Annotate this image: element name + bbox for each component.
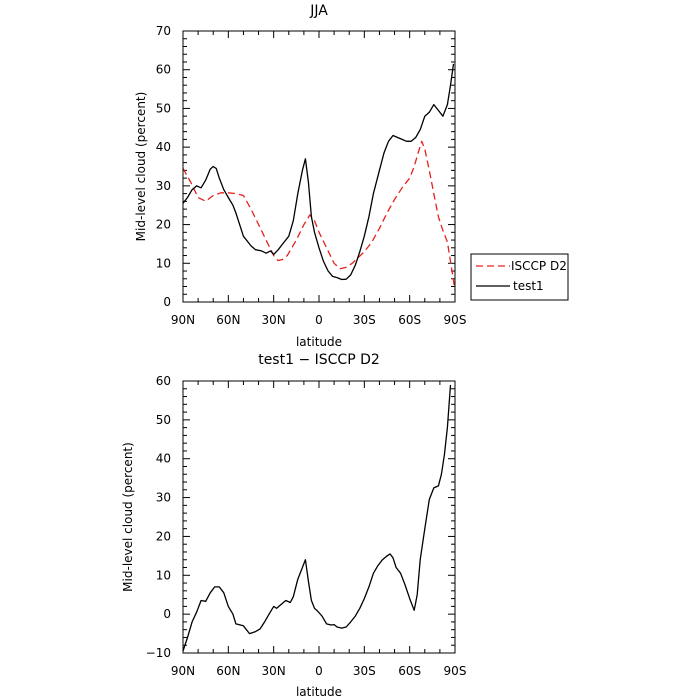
y-axis-label: Mid-level cloud (percent): [121, 442, 135, 592]
y-tick-label: 60: [156, 63, 171, 77]
x-tick-labels: 90N 60N 30N 0 30S 60S 90S: [171, 664, 467, 678]
x-tick-label: 90N: [171, 664, 195, 678]
y-tick-label: 10: [156, 568, 171, 582]
x-axis-label: latitude: [296, 685, 342, 699]
x-tick-label: 60S: [398, 664, 421, 678]
chart-title: test1 − ISCCP D2: [258, 352, 380, 368]
series-line-isccp-d2: [182, 140, 456, 291]
x-tick-label: 60N: [216, 313, 240, 327]
x-tick-label: 0: [315, 313, 323, 327]
legend: ISCCP D2 test1: [470, 253, 569, 301]
legend-box: [470, 253, 569, 301]
x-axis-label: latitude: [296, 335, 342, 349]
y-tick-label: 60: [156, 374, 171, 388]
series-group: [182, 384, 452, 652]
x-tick-label: 30N: [262, 313, 286, 327]
x-tick-label: 30S: [353, 313, 376, 327]
x-tick-label: 90N: [171, 313, 195, 327]
y-tick-label: 50: [156, 101, 171, 115]
y-tick-labels: −10 0 10 20 30 40 50 60: [146, 374, 171, 660]
top-panel-jja: JJA 90N 60N 30N 0 30S 60S 90S 010203040506070 …: [134, 3, 466, 349]
y-tick-label: 30: [156, 179, 171, 193]
legend-label-isccp-d2: ISCCP D2: [511, 259, 567, 273]
x-tick-labels: 90N 60N 30N 0 30S 60S 90S: [171, 313, 467, 327]
x-tick-label: 90S: [444, 664, 467, 678]
plot-frame: [182, 30, 456, 303]
series-line-test1: [182, 63, 455, 281]
tick-marks: [182, 30, 456, 303]
series-group: [182, 63, 456, 291]
y-tick-label: 50: [156, 413, 171, 427]
legend-label-test1: test1: [513, 279, 544, 293]
y-tick-label: 70: [156, 24, 171, 38]
chart-title: JJA: [309, 3, 328, 19]
x-tick-label: 30S: [353, 664, 376, 678]
x-tick-label: 90S: [444, 313, 467, 327]
x-tick-label: 0: [315, 664, 323, 678]
plot-frame: [182, 380, 456, 654]
y-tick-label: 30: [156, 491, 171, 505]
y-tick-label: 40: [156, 452, 171, 466]
series-line: [182, 384, 452, 652]
bottom-panel-difference: test1 − ISCCP D2 90N 60N 30N 0 30S 60S 90S −10…: [121, 352, 466, 699]
y-tick-label: −10: [146, 646, 171, 660]
y-axis-label: Mid-level cloud (percent): [134, 92, 148, 242]
x-tick-label: 60S: [398, 313, 421, 327]
y-tick-label: 20: [156, 218, 171, 232]
tick-marks: [182, 380, 456, 654]
x-tick-label: 30N: [262, 664, 286, 678]
x-tick-label: 60N: [216, 664, 240, 678]
y-tick-label: 0: [163, 607, 171, 621]
y-tick-label: 0: [163, 295, 171, 309]
y-tick-label: 40: [156, 140, 171, 154]
y-tick-labels: 0 10 20 30 40 50 60 70: [156, 24, 171, 309]
y-tick-label: 10: [156, 256, 171, 270]
y-tick-label: 20: [156, 529, 171, 543]
